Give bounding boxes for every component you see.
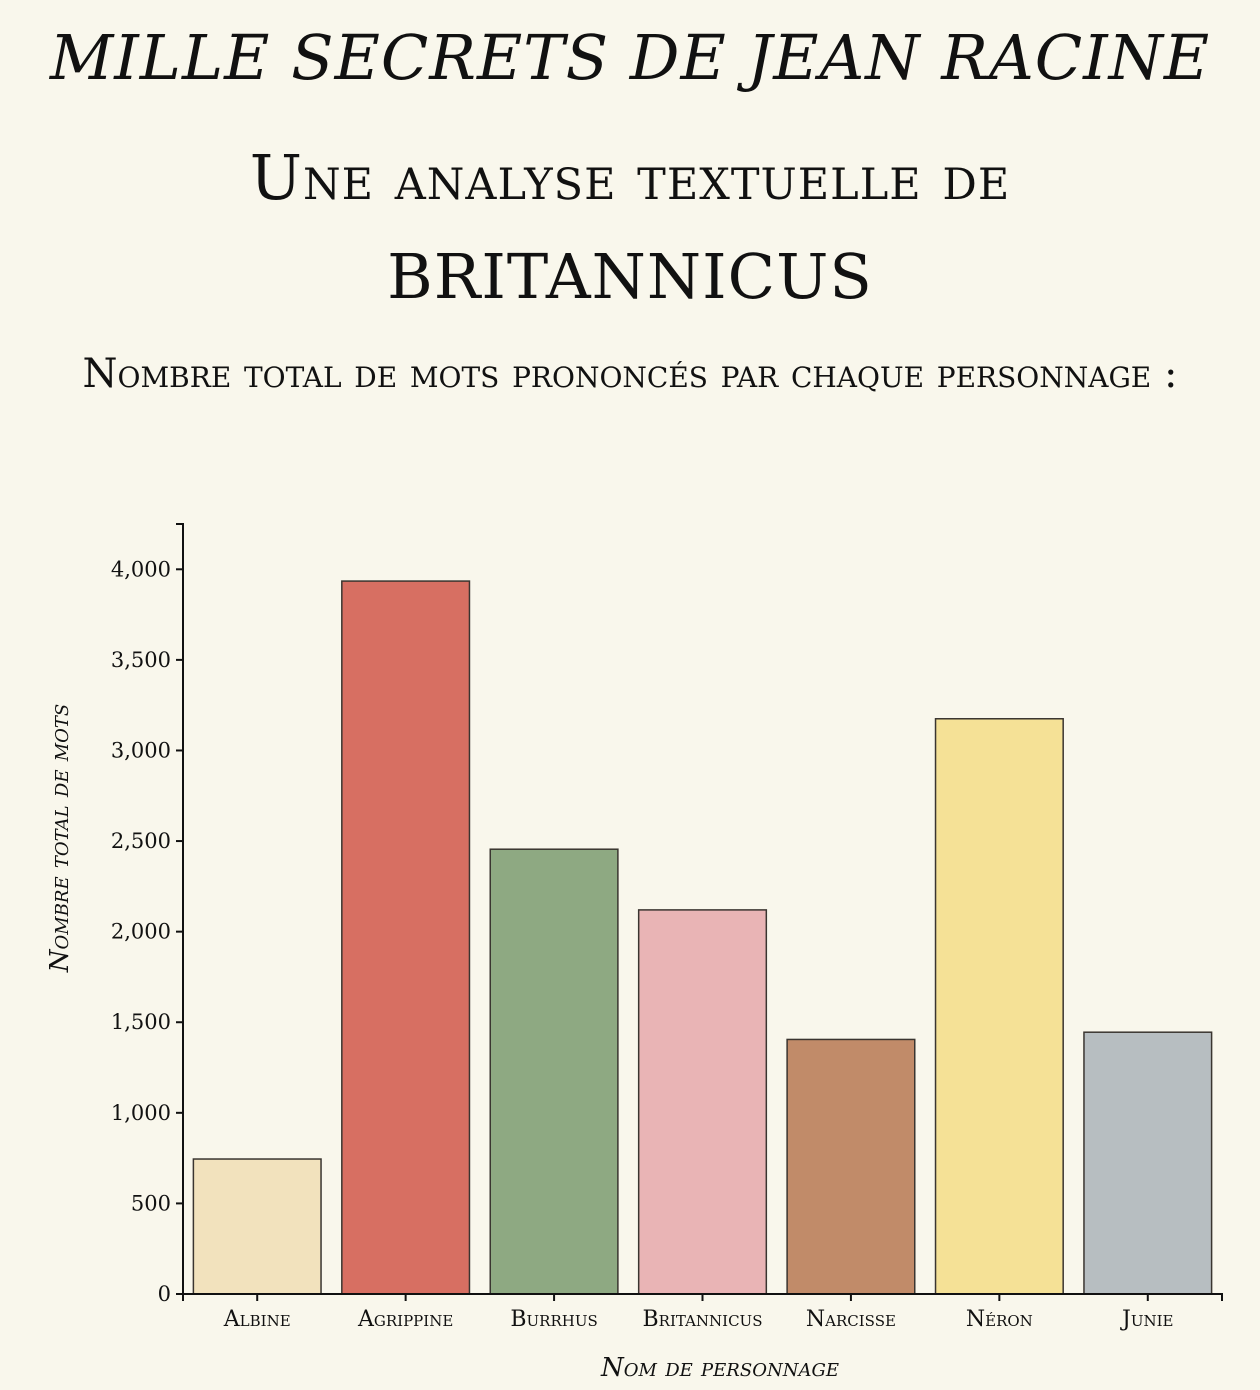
- x-tick-label: Agrippine: [357, 1307, 453, 1332]
- bar-narcisse: [786, 1038, 916, 1295]
- bar-agrippine: [341, 580, 471, 1295]
- page-title: MILLE SECRETS DE JEAN RACINE: [49, 21, 1211, 94]
- y-tick-label: 1,500: [111, 1010, 171, 1034]
- y-tick-label: 1,000: [111, 1101, 171, 1125]
- x-axis-label: Nom de personnage: [600, 1353, 839, 1383]
- chart-heading: Nombre total de mots prononcés par chaqu…: [82, 351, 1178, 397]
- y-tick-label: 500: [131, 1191, 171, 1215]
- x-tick-label: Britannicus: [643, 1307, 763, 1332]
- x-axis: Albine Agrippine Burrhus Britannicus Narciss…: [182, 1293, 1223, 1332]
- bar-junie: [1083, 1031, 1213, 1295]
- bar-burrhus: [489, 848, 619, 1295]
- bar-albine: [192, 1158, 322, 1295]
- y-tick-label: 2,500: [111, 829, 171, 853]
- x-tick-label: Néron: [966, 1307, 1033, 1332]
- y-tick-label: 4,000: [111, 557, 171, 581]
- page-subtitle: Une analyse textuelle de BRITANNICUS: [249, 141, 1011, 314]
- x-axis-line: [182, 1293, 1223, 1301]
- y-tick-label: 3,000: [111, 738, 171, 762]
- bar-néron: [934, 718, 1064, 1295]
- x-tick-label: Narcisse: [806, 1307, 896, 1332]
- x-tick-label: Burrhus: [510, 1307, 597, 1332]
- bars-group: [192, 580, 1213, 1295]
- x-tick-label: Albine: [223, 1307, 291, 1332]
- x-tick-label: Junie: [1120, 1307, 1173, 1332]
- y-tick-label: 0: [158, 1282, 171, 1306]
- y-axis-label: Nombre total de mots: [45, 704, 75, 973]
- bar-chart: 05001,0001,5002,0002,5003,0003,5004,000 …: [45, 523, 1223, 1383]
- bar-britannicus: [637, 909, 768, 1295]
- y-axis: 0 500 1,000 1,500 2,000 2,500 3,000 3,500 4,000: [111, 523, 184, 1306]
- y-tick-label: 3,500: [111, 648, 171, 672]
- y-axis-line: [176, 523, 184, 1295]
- y-tick-label: 2,000: [111, 920, 171, 944]
